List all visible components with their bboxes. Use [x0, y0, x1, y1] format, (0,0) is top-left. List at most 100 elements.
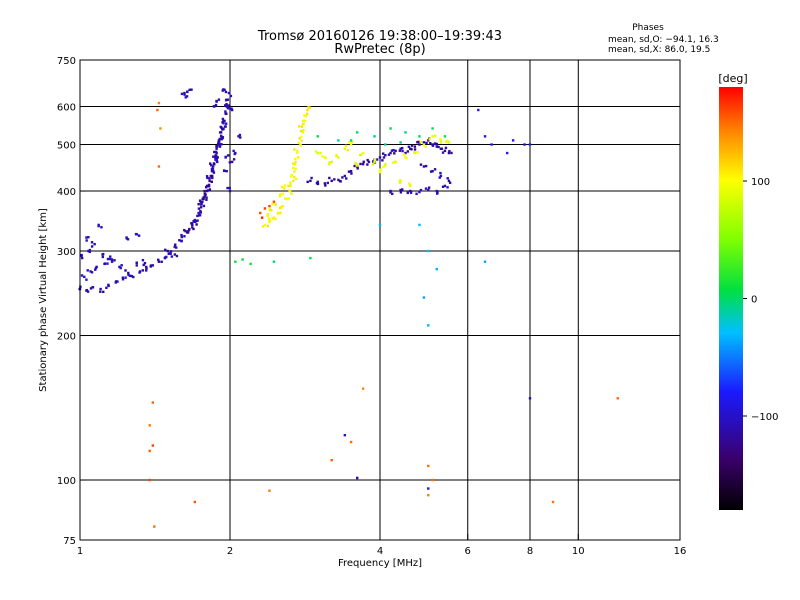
data-point [127, 271, 130, 275]
data-point [443, 149, 447, 153]
grid-lines [80, 60, 680, 540]
data-point [217, 139, 221, 142]
data-point [183, 93, 186, 96]
data-point [218, 140, 221, 143]
data-point [206, 176, 209, 180]
data-point [321, 155, 324, 158]
data-point [441, 185, 445, 188]
data-point [401, 146, 404, 150]
data-point [199, 209, 202, 213]
data-point [391, 161, 395, 165]
data-point [218, 137, 221, 141]
data-point [389, 151, 392, 155]
data-point [300, 125, 304, 128]
data-point [266, 213, 269, 216]
data-point [392, 148, 395, 152]
data-point [366, 158, 369, 162]
data-point [205, 175, 209, 178]
data-point [297, 156, 300, 159]
data-point [290, 173, 293, 177]
data-point [349, 440, 353, 444]
data-point [446, 186, 449, 189]
data-point [217, 98, 221, 101]
data-point [337, 156, 340, 159]
y-tick-label: 500 [57, 141, 76, 152]
colorbar-tick-label: −100 [751, 412, 778, 423]
data-point [410, 148, 413, 151]
data-point [281, 192, 284, 196]
data-point [447, 151, 451, 155]
data-point [227, 91, 231, 95]
data-point [346, 149, 349, 152]
data-point [292, 179, 295, 183]
data-point [223, 119, 226, 123]
data-point [263, 223, 267, 227]
data-point [97, 224, 100, 228]
data-point [222, 127, 225, 131]
data-point [87, 235, 90, 239]
data-point [135, 261, 138, 264]
data-point [215, 100, 218, 103]
data-point [127, 273, 130, 277]
data-point [212, 171, 216, 174]
colorbar [719, 87, 743, 510]
data-point [424, 164, 428, 168]
data-point [439, 171, 442, 175]
data-point [272, 216, 276, 219]
x-tick-label: 16 [674, 546, 687, 557]
data-point [293, 170, 296, 173]
data-point [293, 176, 296, 179]
data-point [285, 197, 288, 201]
data-point [428, 138, 431, 141]
data-point [294, 167, 297, 171]
data-point [343, 147, 347, 150]
x-tick-label: 4 [377, 546, 383, 557]
data-point [211, 176, 214, 180]
data-point [319, 151, 322, 155]
data-point [188, 227, 191, 231]
data-point [404, 151, 407, 155]
data-point [227, 107, 231, 110]
data-point [85, 278, 88, 281]
data-point [212, 105, 216, 108]
data-point [216, 156, 219, 159]
data-point [427, 139, 430, 142]
data-point [505, 151, 509, 155]
data-point [431, 127, 434, 130]
data-point [373, 160, 376, 164]
data-point [228, 189, 232, 193]
data-point [422, 141, 426, 144]
data-point [381, 159, 384, 162]
data-point [221, 136, 225, 139]
data-points [78, 88, 619, 528]
data-point [367, 160, 371, 164]
data-point [88, 248, 92, 252]
data-point [187, 229, 190, 233]
data-point [278, 206, 282, 210]
data-point [85, 236, 88, 239]
data-point [424, 145, 427, 148]
data-point [218, 145, 222, 148]
data-point [89, 270, 92, 273]
data-point [214, 103, 218, 107]
data-point [164, 256, 167, 259]
data-point [226, 98, 230, 101]
data-point [284, 197, 287, 200]
data-point [106, 257, 110, 261]
data-point [219, 134, 223, 138]
data-point [330, 458, 333, 462]
chart-title: Tromsø 20160126 19:38:00–19:39:43 [257, 29, 502, 44]
phases-line-o: mean, sd,O: −94.1, 16.3 [608, 35, 719, 45]
data-point [105, 286, 108, 290]
data-point [263, 207, 267, 210]
data-point [335, 154, 338, 158]
data-point [215, 145, 218, 148]
data-point [132, 275, 135, 279]
data-point [419, 163, 423, 166]
data-point [211, 165, 215, 168]
data-point [408, 182, 411, 186]
data-point [183, 235, 186, 238]
data-point [271, 202, 274, 206]
data-point [261, 225, 265, 228]
